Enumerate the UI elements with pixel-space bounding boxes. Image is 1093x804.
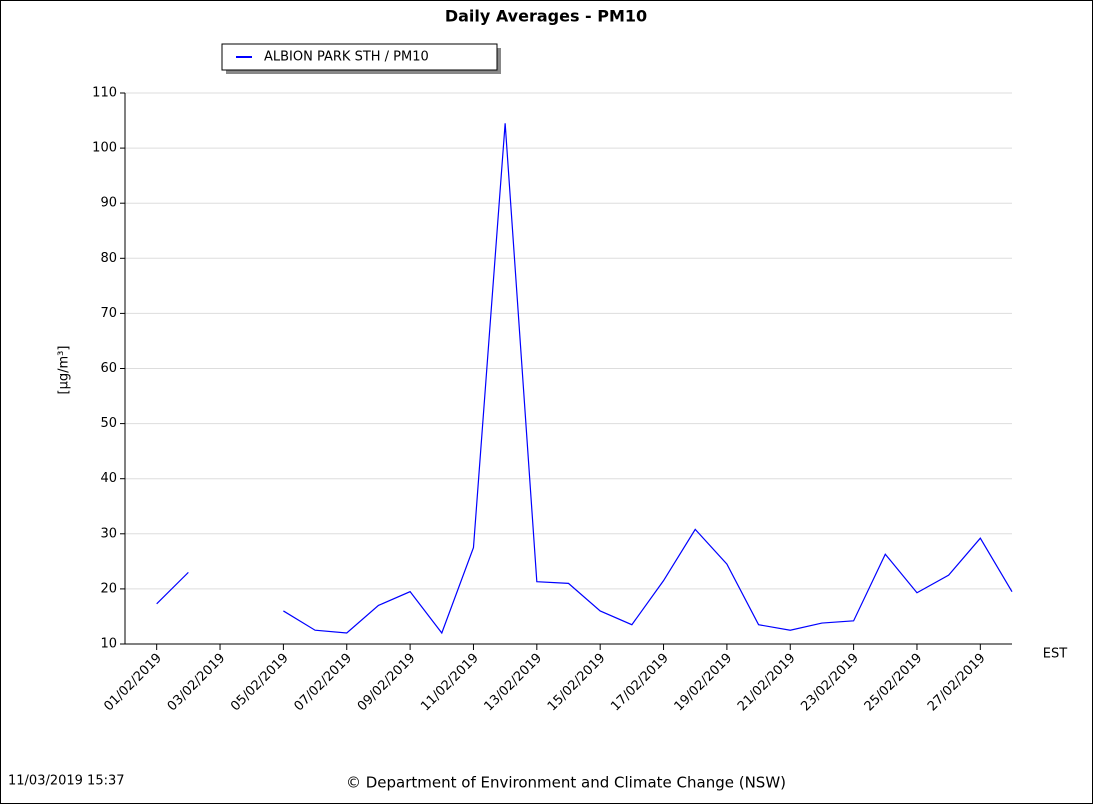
y-tick-label: 90 — [100, 196, 117, 211]
y-tick-label: 80 — [100, 251, 117, 266]
x-tick-label: 09/02/2019 — [355, 651, 419, 715]
x-tick-label: 21/02/2019 — [735, 651, 799, 715]
x-tick-label: 07/02/2019 — [291, 651, 355, 715]
x-tick-label: 25/02/2019 — [862, 651, 926, 715]
y-tick-label: 30 — [100, 526, 117, 541]
x-tick-label: 17/02/2019 — [608, 651, 672, 715]
x-tick-label: 03/02/2019 — [165, 651, 229, 715]
legend-label: ALBION PARK STH / PM10 — [264, 50, 429, 65]
timestamp: 11/03/2019 15:37 — [8, 774, 125, 789]
x-tick-label: 19/02/2019 — [672, 651, 736, 715]
x-tick-label: 11/02/2019 — [418, 651, 482, 715]
y-tick-label: 100 — [92, 141, 117, 156]
y-axis-label: [µg/m³] — [57, 346, 72, 395]
y-tick-label: 110 — [92, 86, 117, 101]
chart-title: Daily Averages - PM10 — [445, 7, 647, 26]
y-tick-label: 40 — [100, 471, 117, 486]
y-tick-label: 60 — [100, 361, 117, 376]
y-tick-label: 50 — [100, 416, 117, 431]
legend — [221, 43, 498, 71]
series-line — [156, 123, 1013, 635]
y-tick-label: 10 — [100, 637, 117, 652]
x-tick-label: 23/02/2019 — [798, 651, 862, 715]
x-tick-label: 13/02/2019 — [482, 651, 546, 715]
y-tick-label: 20 — [100, 581, 117, 596]
x-tick-label: 27/02/2019 — [925, 651, 989, 715]
x-unit: EST — [1043, 647, 1067, 662]
x-tick-label: 05/02/2019 — [228, 651, 292, 715]
y-tick-label: 70 — [100, 306, 117, 321]
x-tick-label: 15/02/2019 — [545, 651, 609, 715]
footer: © Department of Environment and Climate … — [346, 774, 786, 792]
x-tick-label: 01/02/2019 — [101, 651, 165, 715]
